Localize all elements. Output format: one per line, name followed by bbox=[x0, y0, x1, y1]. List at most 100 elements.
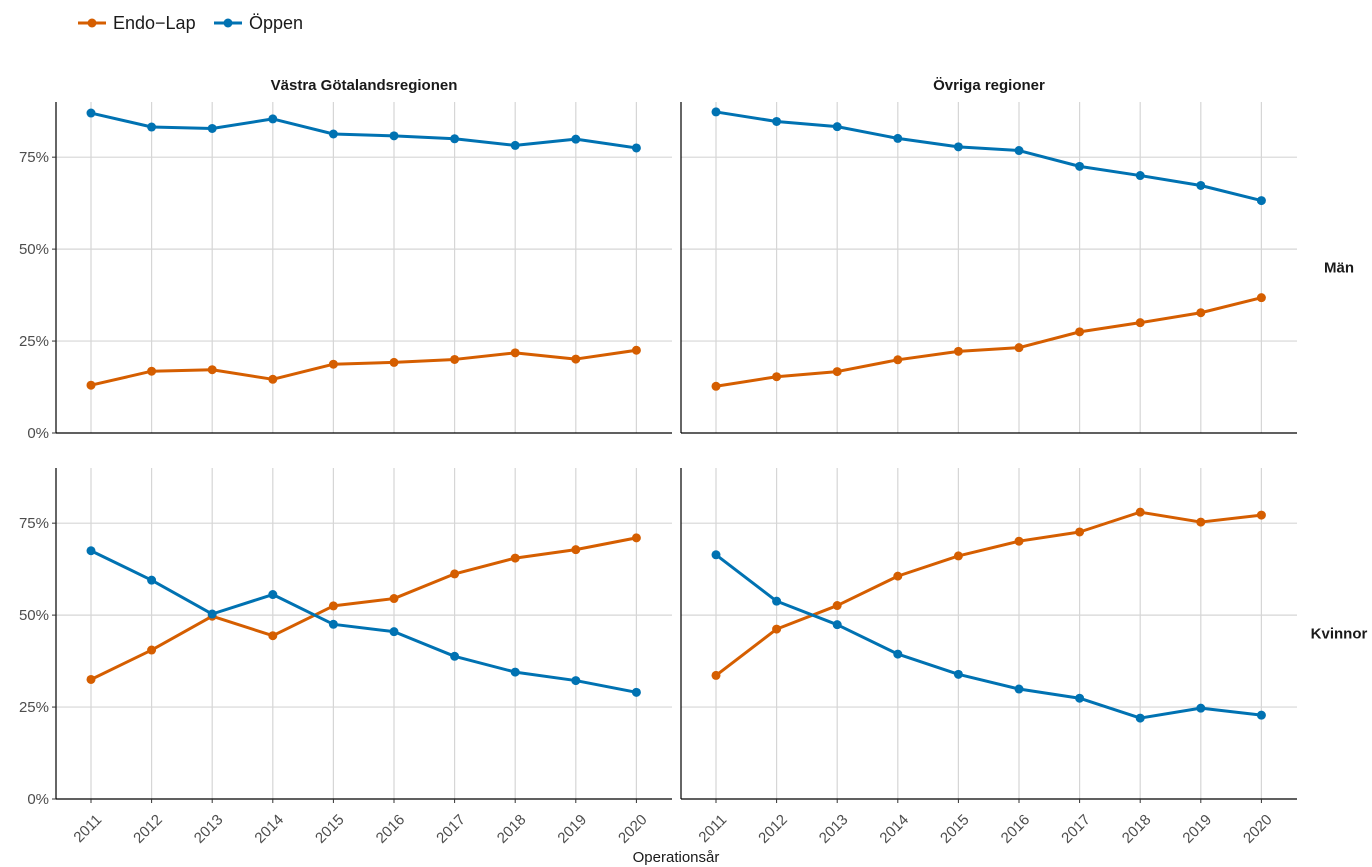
series-line bbox=[715, 110, 1262, 203]
x-tick-label: 2018 bbox=[1119, 811, 1155, 847]
legend: Endo−Lap Öppen bbox=[78, 13, 303, 33]
data-point bbox=[389, 357, 399, 367]
y-tick-label: 50% bbox=[19, 607, 49, 624]
panel-1-1: 2011 2012 2013 2014 2015 2016 2017 2018 2019 2020 bbox=[680, 468, 1297, 847]
data-point bbox=[207, 123, 217, 133]
legend-key-point bbox=[223, 18, 233, 28]
x-tick-label: 2016 bbox=[373, 811, 409, 847]
data-point bbox=[86, 546, 96, 556]
x-tick-label: 2018 bbox=[494, 811, 530, 847]
data-point bbox=[832, 620, 842, 630]
data-point bbox=[711, 107, 721, 117]
data-point bbox=[571, 545, 581, 555]
data-point bbox=[711, 550, 721, 560]
data-point bbox=[207, 609, 217, 619]
data-point bbox=[147, 645, 157, 655]
data-point bbox=[631, 687, 641, 697]
data-point bbox=[772, 372, 782, 382]
data-point bbox=[147, 122, 157, 132]
y-tick-label: 50% bbox=[19, 241, 49, 258]
x-tick-label: 2020 bbox=[1240, 811, 1276, 847]
x-tick-label: 2015 bbox=[937, 811, 973, 847]
data-point bbox=[1196, 180, 1206, 190]
y-tick-label: 75% bbox=[19, 149, 49, 166]
chart-panels: 0% 25% 50% 75% 0% 25% 50% 75% 2011 2012 2013 2014 20… bbox=[19, 102, 1297, 847]
data-point bbox=[571, 676, 581, 686]
data-point bbox=[711, 381, 721, 391]
y-tick-label: 25% bbox=[19, 333, 49, 350]
data-point bbox=[1135, 507, 1145, 517]
data-point bbox=[450, 134, 460, 144]
data-point bbox=[86, 108, 96, 118]
data-point bbox=[772, 596, 782, 606]
data-point bbox=[389, 594, 399, 604]
data-point bbox=[953, 551, 963, 561]
series-line bbox=[715, 510, 1262, 677]
data-point bbox=[1256, 510, 1266, 520]
x-tick-label: 2017 bbox=[1058, 811, 1094, 847]
data-point bbox=[893, 571, 903, 581]
data-point bbox=[631, 143, 641, 153]
data-point bbox=[510, 667, 520, 677]
data-point bbox=[953, 669, 963, 679]
x-tick-label: 2011 bbox=[695, 811, 730, 846]
data-point bbox=[832, 122, 842, 132]
data-point bbox=[450, 651, 460, 661]
y-tick-label: 0% bbox=[27, 791, 49, 808]
data-point bbox=[86, 674, 96, 684]
x-tick-label: 2017 bbox=[433, 811, 469, 847]
x-tick-label: 2012 bbox=[755, 811, 791, 847]
x-tick-label: 2020 bbox=[615, 811, 651, 847]
y-tick-label: 75% bbox=[19, 515, 49, 532]
facet-column-label: Övriga regioner bbox=[933, 77, 1045, 94]
data-point bbox=[268, 590, 278, 600]
data-point bbox=[1256, 710, 1266, 720]
x-tick-label: 2016 bbox=[998, 811, 1034, 847]
data-point bbox=[832, 601, 842, 611]
data-point bbox=[328, 359, 338, 369]
x-axis-title: Operationsår bbox=[633, 849, 720, 866]
series-line bbox=[90, 111, 637, 150]
data-point bbox=[893, 133, 903, 143]
data-point bbox=[631, 345, 641, 355]
x-tick-label: 2014 bbox=[251, 811, 287, 847]
data-point bbox=[571, 134, 581, 144]
series-line bbox=[90, 549, 637, 694]
data-point bbox=[207, 365, 217, 375]
x-tick-label: 2011 bbox=[70, 811, 105, 846]
data-point bbox=[1075, 527, 1085, 537]
series-line bbox=[715, 553, 1262, 720]
legend-label: Endo−Lap bbox=[113, 13, 196, 33]
y-tick-label: 25% bbox=[19, 699, 49, 716]
data-point bbox=[1196, 703, 1206, 713]
data-point bbox=[1135, 713, 1145, 723]
legend-label: Öppen bbox=[249, 13, 303, 33]
data-point bbox=[1135, 318, 1145, 328]
data-point bbox=[268, 374, 278, 384]
panel-0-0: 0% 25% 50% 75% bbox=[19, 102, 672, 442]
x-tick-label: 2012 bbox=[130, 811, 166, 847]
facet-row-label: Män bbox=[1324, 260, 1354, 277]
x-tick-label: 2013 bbox=[191, 811, 227, 847]
data-point bbox=[1014, 536, 1024, 546]
x-tick-label: 2013 bbox=[816, 811, 852, 847]
x-tick-label: 2019 bbox=[1179, 811, 1215, 847]
data-point bbox=[328, 619, 338, 629]
facet-column-label: Västra Götalandsregionen bbox=[271, 77, 458, 94]
data-point bbox=[268, 631, 278, 641]
data-point bbox=[450, 354, 460, 364]
data-point bbox=[711, 670, 721, 680]
data-point bbox=[1135, 171, 1145, 181]
data-point bbox=[86, 380, 96, 390]
data-point bbox=[1196, 308, 1206, 318]
data-point bbox=[631, 533, 641, 543]
data-point bbox=[147, 575, 157, 585]
data-point bbox=[510, 553, 520, 563]
panel-0-1 bbox=[680, 102, 1297, 434]
data-point bbox=[1256, 196, 1266, 206]
y-tick-label: 0% bbox=[27, 425, 49, 442]
data-point bbox=[893, 355, 903, 365]
data-point bbox=[772, 624, 782, 634]
data-point bbox=[953, 142, 963, 152]
data-point bbox=[328, 601, 338, 611]
